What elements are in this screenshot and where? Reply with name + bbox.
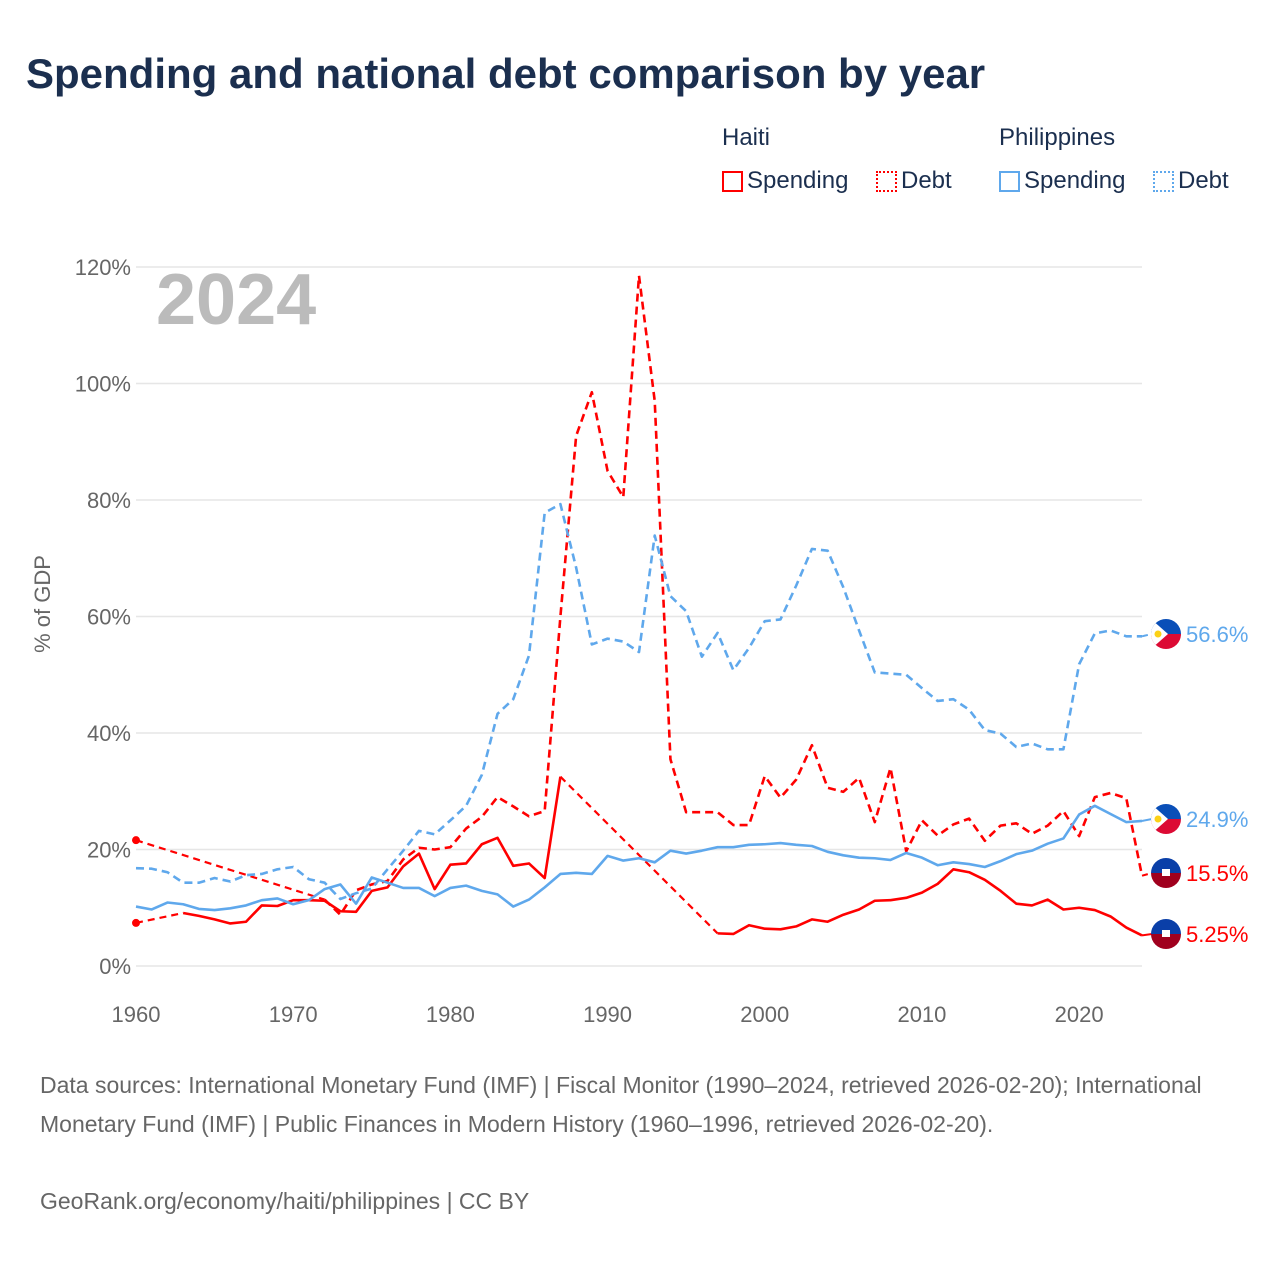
y-tick-label: 40%	[87, 721, 131, 746]
x-tick-label: 1960	[112, 1002, 161, 1027]
legend-group-philippines: Philippines	[999, 124, 1116, 151]
end-value-label: 24.9%	[1186, 807, 1248, 832]
flag-red	[1151, 873, 1181, 888]
end-value-label: 5.25%	[1186, 922, 1248, 947]
series-line-philippines-spending	[135, 804, 1143, 912]
end-value-label: 15.5%	[1186, 861, 1248, 886]
label-leader	[1141, 633, 1153, 638]
y-tick-label: 20%	[87, 838, 131, 863]
label-leader	[1141, 818, 1153, 822]
gap-connector	[559, 775, 719, 935]
x-tick-label: 1970	[269, 1002, 318, 1027]
label-leader	[1141, 933, 1153, 937]
haiti-flag-icon	[1151, 919, 1181, 949]
legend-swatch-dotted-icon	[876, 170, 897, 192]
data-point	[132, 918, 140, 927]
y-tick-label: 80%	[87, 488, 131, 513]
legend-group-haiti: Haiti	[722, 124, 771, 151]
x-tick-label: 1990	[583, 1002, 632, 1027]
flag-emblem	[1162, 869, 1170, 876]
y-tick-label: 0%	[99, 954, 131, 979]
y-axis-label: % of GDP	[30, 555, 55, 653]
legend-haiti-debt[interactable]: Debt	[876, 167, 952, 195]
legend-philippines-spending[interactable]: Spending	[999, 167, 1125, 195]
series-line-haiti-debt	[323, 274, 1144, 917]
legend-haiti-spending[interactable]: Spending	[722, 167, 848, 195]
data-sources: Data sources: International Monetary Fun…	[40, 1072, 1202, 1137]
flag-red	[1151, 934, 1181, 949]
gap-connector	[135, 911, 184, 924]
legend-label: Spending	[1024, 167, 1126, 194]
legend-label: Debt	[1178, 167, 1229, 194]
flag-emblem	[1162, 930, 1170, 937]
x-tick-label: 2000	[740, 1002, 789, 1027]
legend-swatch-solid-icon	[722, 170, 743, 192]
flag-sun	[1154, 630, 1162, 638]
y-tick-label: 60%	[87, 605, 131, 630]
x-tick-label: 1980	[426, 1002, 475, 1027]
legend-label: Debt	[901, 167, 952, 194]
flag-sun	[1154, 815, 1162, 823]
line-chart: 0% 20% 40% 60% 80% 100% 120% 1960 1970 1980 1990 20…	[30, 255, 1248, 1027]
end-value-label: 56.6%	[1186, 622, 1248, 647]
legend-swatch-dotted-icon	[1153, 170, 1174, 192]
year-watermark: 2024	[156, 260, 316, 340]
legend-label: Spending	[747, 167, 849, 194]
philippines-flag-icon	[1151, 804, 1181, 834]
legend-philippines-debt[interactable]: Debt	[1153, 167, 1229, 195]
credit-link[interactable]: GeoRank.org/economy/haiti/philippines | …	[40, 1188, 530, 1214]
flag-blue	[1151, 858, 1181, 873]
philippines-flag-icon	[1151, 619, 1181, 649]
series-line-philippines-debt	[135, 502, 1142, 901]
legend-swatch-solid-icon	[999, 170, 1020, 192]
label-leader	[1141, 872, 1153, 877]
x-tick-label: 2010	[897, 1002, 946, 1027]
chart-title: Spending and national debt comparison by…	[26, 50, 986, 97]
series-line-haiti-spending	[182, 776, 1143, 937]
data-point	[132, 836, 140, 845]
flag-blue	[1151, 919, 1181, 934]
y-tick-label: 100%	[75, 372, 131, 397]
gap-connector	[135, 839, 325, 901]
x-tick-label: 2020	[1055, 1002, 1104, 1027]
haiti-flag-icon	[1151, 858, 1181, 888]
y-tick-label: 120%	[75, 255, 131, 280]
